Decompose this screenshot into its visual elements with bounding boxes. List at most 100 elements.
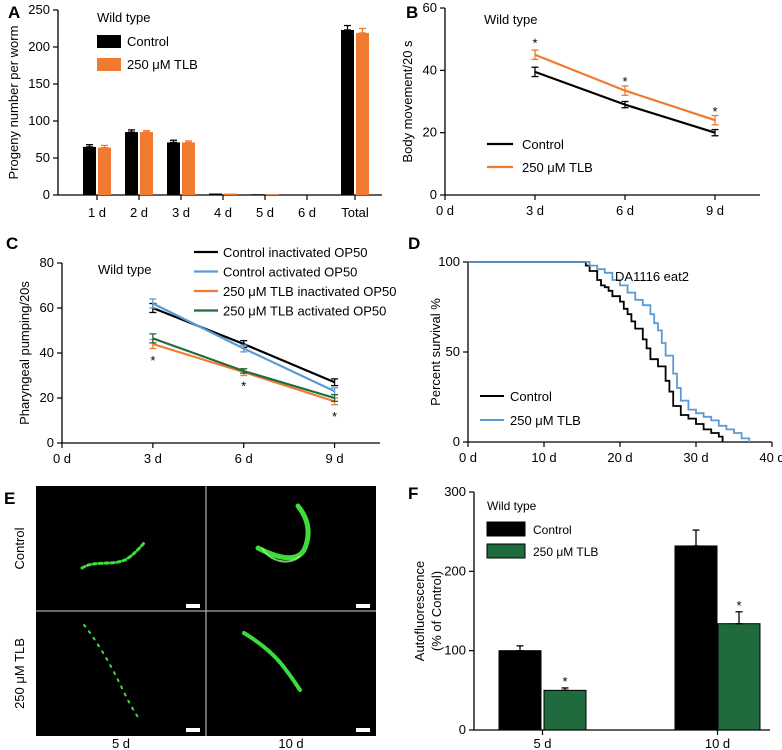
scale-bar [356, 604, 370, 608]
annotation: Wild type [98, 262, 151, 277]
y-tick-label: 60 [40, 300, 54, 315]
x-tick-label: 6 d [235, 451, 253, 466]
x-tick-label: 0 d [459, 450, 477, 465]
worm-control-10d [255, 503, 311, 561]
y-tick-label: 40 [423, 62, 437, 77]
y-tick-label: 20 [40, 390, 54, 405]
x-tick-label: 3 d [144, 451, 162, 466]
y-tick-label: 100 [438, 254, 460, 269]
panel-label-b: B [406, 3, 418, 22]
x-tick-label: 6 d [616, 203, 634, 218]
column-label: 5 d [112, 736, 130, 750]
legend-swatch [97, 58, 121, 71]
panel-label-a: A [8, 3, 20, 22]
bar-tlb [266, 194, 279, 195]
bar-control [167, 142, 180, 195]
worm-tlb-5d [83, 624, 141, 721]
legend-swatch [97, 35, 121, 48]
significance-star: * [150, 353, 155, 368]
x-tick-label: Total [341, 205, 369, 220]
bar-tlb [543, 689, 587, 731]
significance-star: * [241, 379, 246, 394]
bar-tlb [356, 32, 369, 195]
bar-control [125, 132, 138, 195]
x-tick-label: 0 d [436, 203, 454, 218]
legend-title: Wild type [487, 499, 537, 513]
annotation: Wild type [484, 12, 537, 27]
legend-swatch [486, 521, 526, 537]
y-tick-label: 0 [430, 187, 437, 202]
bar-control [83, 146, 96, 195]
legend-label: 250 μM TLB activated OP50 [223, 304, 386, 319]
y-tick-label: 60 [423, 0, 437, 15]
y-tick-label: 0 [43, 187, 50, 202]
legend-title: Wild type [97, 10, 150, 25]
y-tick-label: 300 [444, 484, 466, 499]
legend-label: 250 μM TLB inactivated OP50 [223, 284, 396, 299]
panel-label-c: C [6, 234, 18, 253]
y-tick-label: 100 [444, 643, 466, 658]
significance-star: * [736, 598, 741, 613]
significance-star: * [332, 409, 337, 424]
legend-label: 250 μM TLB [533, 545, 598, 559]
bar-tlb [224, 193, 237, 195]
x-tick-label: 4 d [214, 205, 232, 220]
panel-label-d: D [408, 234, 420, 253]
significance-star: * [532, 35, 537, 50]
bar-tlb [182, 142, 195, 195]
legend-label: Control [510, 389, 552, 404]
survival-curve [468, 261, 724, 442]
x-tick-label: 5 d [256, 205, 274, 220]
bar-control [498, 650, 542, 731]
y-tick-label: 200 [444, 563, 466, 578]
significance-star: * [622, 74, 627, 89]
x-tick-label: 40 d [759, 450, 782, 465]
legend-label: Control [522, 137, 564, 152]
x-tick-label: 20 d [607, 450, 632, 465]
x-tick-label: 2 d [130, 205, 148, 220]
y-axis-label: Body movement/20 s [400, 40, 415, 163]
worm-control-10d-highlight [261, 547, 301, 563]
y-axis-label: Progeny number per worm [6, 26, 21, 180]
y-axis-label: (% of Control) [429, 571, 444, 651]
x-tick-label: 10 d [531, 450, 556, 465]
x-tick-label: 10 d [705, 736, 730, 750]
row-label: Control [12, 527, 27, 569]
x-tick-label: 9 d [326, 451, 344, 466]
legend-label: 250 μM TLB [510, 413, 581, 428]
x-tick-label: 9 d [706, 203, 724, 218]
worm-control-5d [80, 541, 146, 570]
y-tick-label: 0 [453, 434, 460, 449]
y-axis-label: Percent survival % [428, 298, 443, 406]
legend-label: Control activated OP50 [223, 265, 357, 280]
legend-label: 250 μM TLB [522, 160, 593, 175]
legend-label: Control [127, 34, 169, 49]
worm-tlb-10d [242, 631, 302, 692]
scale-bar [356, 728, 370, 732]
significance-star: * [562, 674, 567, 689]
legend-label: Control [533, 523, 572, 537]
bar-control [251, 194, 264, 195]
y-tick-label: 50 [446, 344, 460, 359]
scale-bar [186, 604, 200, 608]
bar-control [674, 545, 718, 731]
panel-label-f: F [408, 484, 418, 503]
legend-label: Control inactivated OP50 [223, 245, 368, 260]
y-tick-label: 40 [40, 345, 54, 360]
y-axis-label: Pharyngeal pumping/20s [17, 281, 32, 425]
column-label: 10 d [278, 736, 303, 750]
x-tick-label: 0 d [53, 451, 71, 466]
x-tick-label: 5 d [533, 736, 551, 750]
y-tick-label: 250 [28, 2, 50, 17]
y-axis-label: Autofluorescence [412, 561, 427, 661]
bar-tlb [717, 623, 761, 731]
x-tick-label: 3 d [172, 205, 190, 220]
bar-control [341, 29, 354, 196]
legend-label: 250 μM TLB [127, 57, 198, 72]
legend-swatch [486, 543, 526, 559]
x-tick-label: 3 d [526, 203, 544, 218]
bar-tlb [98, 147, 111, 195]
significance-star: * [712, 104, 717, 119]
x-tick-label: 6 d [298, 205, 316, 220]
